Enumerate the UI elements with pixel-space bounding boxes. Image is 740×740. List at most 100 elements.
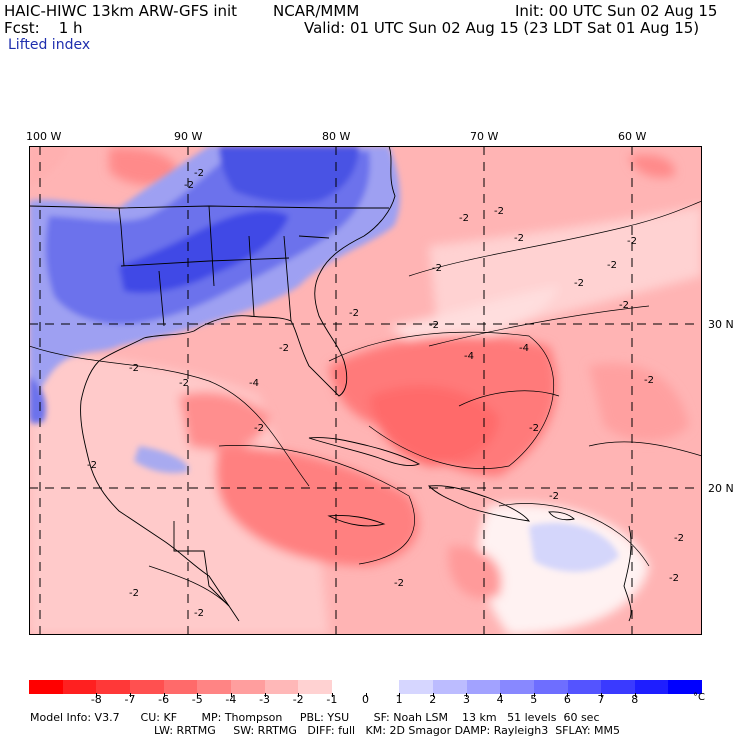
valid-time: Valid: 01 UTC Sun 02 Aug 15 (23 LDT Sat … — [304, 19, 700, 37]
color-scale-ticks: -8 -7 -6 -5 -4 -3 -2 -1 0 1 2 3 4 5 6 7 8 — [29, 693, 702, 707]
color-scale-segment — [129, 680, 164, 694]
color-scale-tick-label: -5 — [191, 693, 203, 706]
color-scale-segment — [96, 680, 130, 694]
field-name: Lifted index — [8, 37, 91, 53]
color-scale-tick-label: 8 — [631, 693, 639, 706]
color-scale-segment — [163, 680, 198, 694]
color-scale-tick-mark — [500, 693, 502, 697]
contour-label: -2 — [179, 378, 189, 389]
contour-label-group: -2 -2 -2 -2 -2 -2 -2 -2 -2 -2 -2 -2 -4 -… — [87, 168, 684, 619]
color-scale-tick-label: -2 — [292, 693, 304, 706]
color-scale-segment — [230, 680, 265, 694]
latlon-grid — [29, 146, 702, 635]
map-frame — [29, 146, 702, 635]
color-scale-tick-label: -4 — [225, 693, 237, 706]
color-scale-tick-mark — [96, 693, 98, 697]
contour-label: -2 — [184, 180, 194, 191]
lat-label-20n: 20 N — [708, 482, 734, 495]
contour-label: -2 — [627, 236, 637, 247]
color-scale-tick-mark — [365, 693, 367, 697]
contour-label: -2 — [194, 608, 204, 619]
contour-label: -2 — [432, 263, 442, 274]
color-scale-tick-mark — [163, 693, 165, 697]
lon-label-90w: 90 W — [174, 130, 203, 143]
color-scale-tick-label: -6 — [158, 693, 170, 706]
contour-label: -2 — [394, 578, 404, 589]
contour-label: -2 — [87, 460, 97, 471]
model-info-line1: Model Info: V3.7 CU: KF MP: Thompson PBL… — [30, 711, 600, 724]
lon-label-80w: 80 W — [322, 130, 351, 143]
coastlines — [29, 146, 632, 622]
color-scale-tick-label: 3 — [462, 693, 470, 706]
color-scale-tick-mark — [432, 693, 434, 697]
color-scale-tick-label: 7 — [597, 693, 605, 706]
contour-label: -4 — [249, 378, 259, 389]
forecast-hour: Fcst: 1 h — [4, 19, 83, 37]
contour-label: -2 — [494, 206, 504, 217]
color-scale-segment — [634, 680, 669, 694]
color-scale-segment — [500, 680, 534, 694]
color-scale-segment — [264, 680, 299, 694]
color-scale-segment — [331, 680, 366, 694]
model-info-line2: LW: RRTMG SW: RRTMG DIFF: full KM: 2D Sm… — [154, 724, 620, 737]
lon-label-60w: 60 W — [618, 130, 647, 143]
color-scale-tick-label: 0 — [362, 693, 369, 706]
color-scale-tick-label: -7 — [124, 693, 136, 706]
lifted-index-map: -2 -2 -2 -2 -2 -2 -2 -2 -2 -2 -2 -2 -4 -… — [29, 146, 702, 635]
color-scale-tick-label: 5 — [530, 693, 538, 706]
contour-label: -2 — [254, 423, 264, 434]
color-scale-tick-mark — [533, 693, 535, 697]
contour-label: -4 — [464, 351, 474, 362]
color-scale-tick-mark — [197, 693, 199, 697]
center-label: NCAR/MMM — [273, 2, 360, 20]
contour-label: -2 — [644, 375, 654, 386]
init-time: Init: 00 UTC Sun 02 Aug 15 — [515, 2, 718, 20]
contour-label: -2 — [607, 260, 617, 271]
color-scale-tick-mark — [634, 693, 636, 697]
contour-label: -2 — [349, 308, 359, 319]
color-scale-tick-mark — [466, 693, 468, 697]
color-scale-segment — [29, 680, 63, 694]
field-shading — [29, 147, 702, 635]
contour-label: -2 — [529, 423, 539, 434]
contour-label: -2 — [129, 588, 139, 599]
contour-label: -2 — [194, 168, 204, 179]
color-scale-bar — [29, 680, 703, 694]
color-scale-tick-mark — [230, 693, 232, 697]
lat-label-30n: 30 N — [708, 318, 734, 331]
color-scale-segment — [533, 680, 568, 694]
color-scale-tick-mark — [129, 693, 131, 697]
unit-label: °C — [693, 692, 705, 703]
color-scale-segment — [298, 680, 332, 694]
color-scale-tick-label: -1 — [326, 693, 338, 706]
lon-label-70w: 70 W — [470, 130, 499, 143]
color-scale-tick-label: 1 — [395, 693, 403, 706]
color-scale-tick-label: 4 — [496, 693, 504, 706]
color-scale-tick-mark — [264, 693, 266, 697]
lon-label-100w: 100 W — [26, 130, 62, 143]
color-scale-segment — [466, 680, 501, 694]
color-scale-tick-mark — [601, 693, 603, 697]
contour-label: -2 — [279, 343, 289, 354]
color-scale-segment — [668, 680, 703, 694]
run-title: HAIC-HIWC 13km ARW-GFS init — [4, 2, 238, 20]
contour-label: -4 — [519, 343, 529, 354]
contour-label: -2 — [549, 491, 559, 502]
color-scale-segment — [399, 680, 433, 694]
color-scale-tick-label: 2 — [429, 693, 437, 706]
color-scale-tick-mark — [567, 693, 569, 697]
contour-label: -2 — [619, 300, 629, 311]
color-scale-segment — [62, 680, 97, 694]
contour-label: -2 — [669, 573, 679, 584]
color-scale-segment — [197, 680, 231, 694]
color-scale-tick-label: -8 — [90, 693, 102, 706]
contour-label: -2 — [674, 533, 684, 544]
color-scale-tick-mark — [298, 693, 300, 697]
color-scale-segment — [567, 680, 602, 694]
color-scale-segment — [365, 680, 400, 694]
color-scale-tick-label: -3 — [259, 693, 271, 706]
color-scale-tick-label: 6 — [563, 693, 571, 706]
contour-label: -2 — [574, 278, 584, 289]
contour-label: -2 — [459, 213, 469, 224]
stable-region-shading — [29, 146, 619, 572]
